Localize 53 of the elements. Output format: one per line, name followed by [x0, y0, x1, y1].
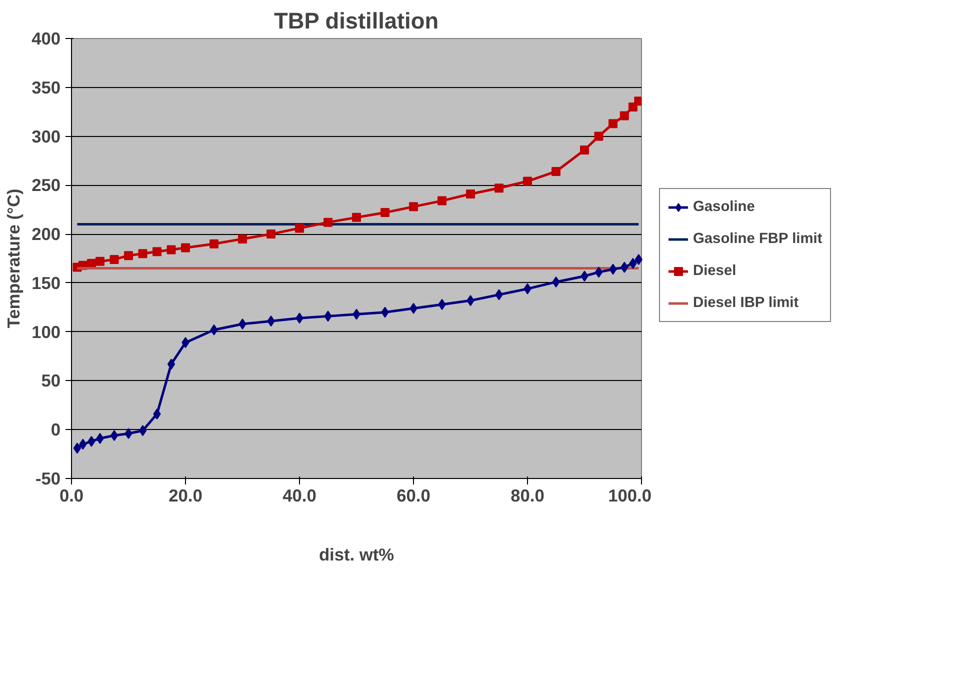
point [73, 442, 82, 454]
point [352, 212, 361, 222]
point [96, 256, 104, 266]
point [181, 243, 190, 252]
legend-label: Diesel [693, 262, 736, 278]
x-tick-label: 40.0 [282, 486, 316, 506]
point [124, 251, 133, 260]
y-tick-label: 200 [32, 224, 61, 244]
point [634, 96, 642, 106]
x-tick-label: 0.0 [59, 486, 84, 506]
point [620, 111, 629, 120]
x-axis-title: dist. wt% [318, 544, 394, 564]
point [594, 266, 603, 278]
legend-label: Gasoline [693, 198, 755, 214]
point [608, 119, 618, 128]
y-tick-label: 300 [32, 126, 61, 146]
y-tick-label: 50 [41, 370, 61, 391]
point [152, 247, 162, 256]
point [166, 245, 176, 254]
point [138, 425, 147, 436]
y-tick-label: 400 [32, 28, 61, 48]
point [295, 224, 304, 233]
y-tick-label: 150 [32, 272, 61, 293]
point [594, 132, 604, 141]
point [266, 230, 276, 239]
point [324, 218, 332, 227]
y-axis-title: Temperature (°C) [4, 188, 24, 328]
point [409, 202, 418, 212]
point [380, 208, 390, 218]
point [210, 239, 218, 248]
point [523, 176, 532, 186]
y-tick-label: -50 [35, 468, 60, 488]
y-tick-label: 250 [32, 175, 61, 196]
x-tick-label: 60.0 [396, 486, 430, 506]
chart-title: TBP distillation [274, 8, 439, 34]
point [494, 184, 504, 193]
point [580, 145, 589, 154]
point [466, 189, 475, 198]
y-tick-label: 100 [32, 322, 61, 342]
y-tick-label: 350 [32, 77, 61, 98]
point [110, 430, 118, 441]
point [552, 166, 560, 176]
x-tick-label: 20.0 [168, 486, 202, 506]
point [167, 358, 176, 370]
point [138, 249, 148, 258]
point [110, 254, 119, 264]
point [438, 196, 446, 206]
y-tick-label: 0 [50, 420, 61, 440]
point [238, 234, 247, 244]
x-tick-label: 80.0 [510, 486, 544, 506]
legend-label: Diesel IBP limit [693, 294, 799, 310]
x-tick-label: 100.0 [608, 486, 652, 506]
legend-label: Gasoline FBP limit [693, 230, 822, 246]
